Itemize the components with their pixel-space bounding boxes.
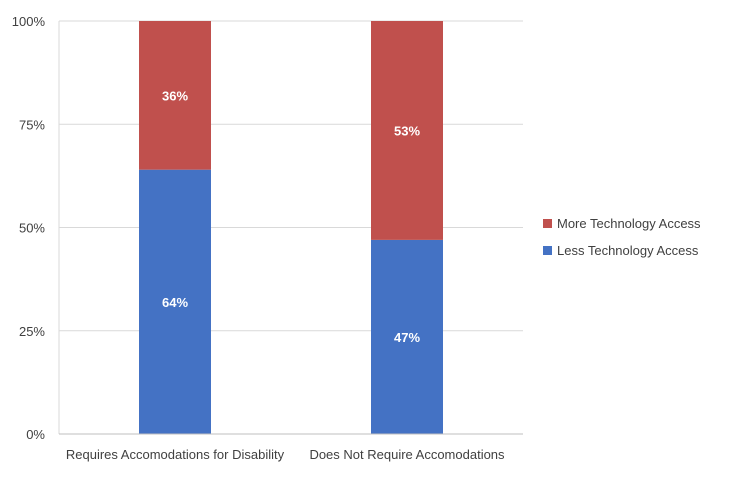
- legend-swatch: [543, 246, 552, 255]
- bars: [139, 21, 443, 434]
- y-axis-tick-labels: 0% 25% 50% 75% 100%: [12, 14, 46, 442]
- data-labels: 64% 36% 47% 53%: [162, 88, 420, 345]
- data-label: 64%: [162, 295, 188, 310]
- y-tick-label: 100%: [12, 14, 46, 29]
- x-axis-category-labels: Requires Accomodations for Disability Doe…: [66, 447, 505, 462]
- legend-item-label: Less Technology Access: [557, 243, 699, 258]
- data-label: 36%: [162, 88, 188, 103]
- y-tick-label: 75%: [19, 117, 45, 132]
- y-tick-label: 0%: [26, 427, 45, 442]
- y-tick-label: 50%: [19, 221, 45, 236]
- bar-segment: [139, 169, 211, 434]
- bar-segment: [371, 21, 443, 240]
- bar-segment: [139, 21, 211, 170]
- gridlines: [58, 20, 523, 434]
- legend: More Technology Access Less Technology Ac…: [543, 216, 701, 258]
- bar-segment: [371, 239, 443, 434]
- legend-item-label: More Technology Access: [557, 216, 701, 231]
- data-label: 47%: [394, 330, 420, 345]
- data-label: 53%: [394, 123, 420, 138]
- category-label: Requires Accomodations for Disability: [66, 447, 285, 462]
- category-label: Does Not Require Accomodations: [309, 447, 505, 462]
- legend-swatch: [543, 219, 552, 228]
- y-tick-label: 25%: [19, 324, 45, 339]
